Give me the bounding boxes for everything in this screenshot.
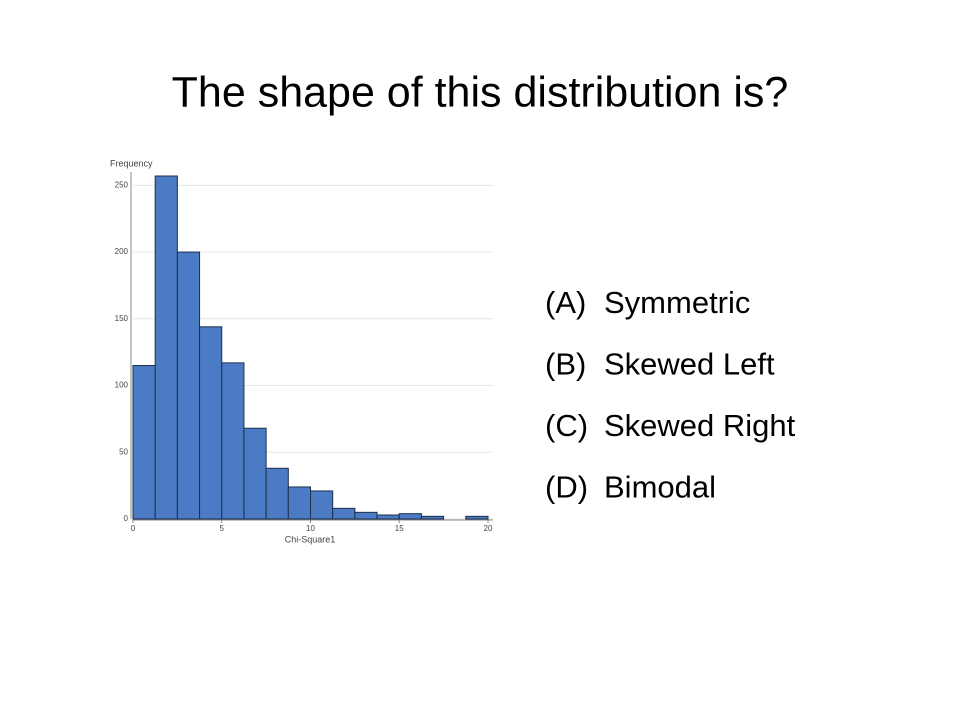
option-label: (C): [545, 408, 588, 443]
bar: [176, 251, 201, 520]
x-tick-label: 5: [220, 524, 225, 533]
option-label: (D): [545, 470, 588, 505]
option-text: Skewed Left: [604, 347, 775, 382]
bar: [376, 514, 400, 520]
y-tick-label: 150: [115, 314, 129, 323]
bar: [199, 326, 223, 520]
bar: [265, 467, 289, 520]
x-tick-label: 0: [131, 524, 136, 533]
y-tick-label: 100: [115, 381, 129, 390]
bar: [287, 486, 311, 520]
option-text: Bimodal: [604, 470, 716, 505]
y-axis-label: Frequency: [110, 158, 153, 168]
bar: [310, 490, 334, 520]
slide-title: The shape of this distribution is?: [172, 68, 789, 116]
x-tick-label: 10: [306, 524, 315, 533]
bar: [132, 365, 156, 520]
y-tick-label: 50: [119, 447, 128, 456]
bar: [221, 362, 245, 520]
x-tick-label: 15: [395, 524, 404, 533]
option-text: Skewed Right: [604, 408, 796, 443]
y-tick-label: 200: [115, 247, 129, 256]
option-label: (A): [545, 285, 586, 320]
option-label: (B): [545, 347, 586, 382]
x-axis-label: Chi-Square1: [285, 534, 336, 544]
bar: [420, 515, 445, 520]
option-text: Symmetric: [604, 285, 750, 320]
bar: [243, 427, 267, 520]
bar: [465, 515, 489, 520]
bar: [354, 511, 378, 520]
y-tick-label: 250: [115, 180, 129, 189]
bar: [154, 175, 178, 520]
y-tick-label: 0: [124, 514, 129, 523]
x-tick-label: 20: [484, 524, 493, 533]
bar: [398, 513, 422, 520]
bar: [332, 507, 356, 520]
